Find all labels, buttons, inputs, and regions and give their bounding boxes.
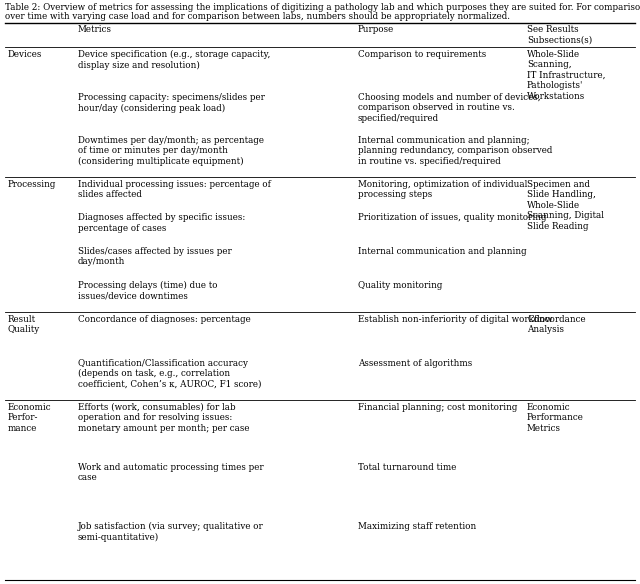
Text: Work and automatic processing times per
case: Work and automatic processing times per …: [78, 463, 264, 482]
Text: Table 2: Overview of metrics for assessing the implications of digitizing a path: Table 2: Overview of metrics for assessi…: [5, 3, 640, 12]
Text: Metrics: Metrics: [78, 25, 112, 34]
Text: Concordance of diagnoses: percentage: Concordance of diagnoses: percentage: [78, 315, 251, 324]
Text: Comparison to requirements: Comparison to requirements: [358, 50, 486, 59]
Text: Concordance
Analysis: Concordance Analysis: [527, 315, 586, 335]
Text: Whole-Slide
Scanning,
IT Infrastructure,
Pathologists'
Workstations: Whole-Slide Scanning, IT Infrastructure,…: [527, 50, 605, 100]
Text: Purpose: Purpose: [358, 25, 394, 34]
Text: Result
Quality: Result Quality: [8, 315, 40, 335]
Text: Establish non-inferiority of digital workflow: Establish non-inferiority of digital wor…: [358, 315, 552, 324]
Text: Internal communication and planning;
planning redundancy, comparison observed
in: Internal communication and planning; pla…: [358, 136, 552, 166]
Text: Job satisfaction (via survey; qualitative or
semi-quantitative): Job satisfaction (via survey; qualitativ…: [78, 522, 264, 542]
Text: Economic
Performance
Metrics: Economic Performance Metrics: [527, 403, 584, 433]
Text: Processing delays (time) due to
issues/device downtimes: Processing delays (time) due to issues/d…: [78, 280, 218, 300]
Text: Efforts (work, consumables) for lab
operation and for resolving issues:
monetary: Efforts (work, consumables) for lab oper…: [78, 403, 250, 433]
Text: Economic
Perfor-
mance: Economic Perfor- mance: [8, 403, 52, 433]
Text: Prioritization of issues, quality monitoring: Prioritization of issues, quality monito…: [358, 214, 547, 223]
Text: Monitoring, optimization of individual
processing steps: Monitoring, optimization of individual p…: [358, 180, 527, 199]
Text: Internal communication and planning: Internal communication and planning: [358, 247, 527, 256]
Text: Financial planning; cost monitoring: Financial planning; cost monitoring: [358, 403, 517, 412]
Text: Quality monitoring: Quality monitoring: [358, 280, 442, 290]
Text: Downtimes per day/month; as percentage
of time or minutes per day/month
(conside: Downtimes per day/month; as percentage o…: [78, 136, 264, 166]
Text: See Results
Subsections(s): See Results Subsections(s): [527, 25, 592, 44]
Text: Processing capacity: specimens/slides per
hour/day (considering peak load): Processing capacity: specimens/slides pe…: [78, 93, 265, 113]
Text: Device specification (e.g., storage capacity,
display size and resolution): Device specification (e.g., storage capa…: [78, 50, 270, 69]
Text: Specimen and
Slide Handling,
Whole-Slide
Scanning, Digital
Slide Reading: Specimen and Slide Handling, Whole-Slide…: [527, 180, 604, 231]
Text: Processing: Processing: [8, 180, 56, 189]
Text: over time with varying case load and for comparison between labs, numbers should: over time with varying case load and for…: [5, 12, 510, 21]
Text: Slides/cases affected by issues per
day/month: Slides/cases affected by issues per day/…: [78, 247, 232, 266]
Text: Individual processing issues: percentage of
slides affected: Individual processing issues: percentage…: [78, 180, 271, 199]
Text: Maximizing staff retention: Maximizing staff retention: [358, 522, 476, 531]
Text: Total turnaround time: Total turnaround time: [358, 463, 456, 472]
Text: Choosing models and number of devices,
comparison observed in routine vs.
specif: Choosing models and number of devices, c…: [358, 93, 541, 123]
Text: Diagnoses affected by specific issues:
percentage of cases: Diagnoses affected by specific issues: p…: [78, 214, 245, 233]
Text: Devices: Devices: [8, 50, 42, 59]
Text: Assessment of algorithms: Assessment of algorithms: [358, 359, 472, 367]
Text: Quantification/Classification accuracy
(depends on task, e.g., correlation
coeff: Quantification/Classification accuracy (…: [78, 359, 262, 388]
